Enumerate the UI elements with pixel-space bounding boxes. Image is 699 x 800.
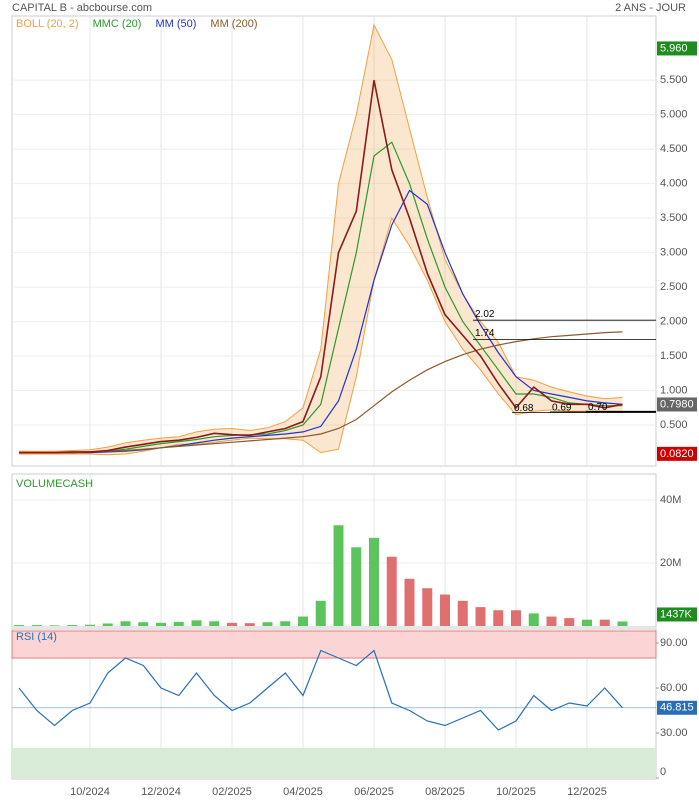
x-tick-label: 02/2025: [212, 786, 252, 798]
level-label: 1.74: [475, 328, 495, 339]
volume-bar: [440, 594, 450, 626]
y-tick-label: 5.000: [660, 109, 688, 121]
price-label-box: [657, 41, 697, 56]
volume-bar: [102, 623, 113, 626]
period: 2 ANS - JOUR: [615, 2, 686, 14]
price-label: 5.960: [660, 42, 688, 54]
volume-bar: [14, 625, 24, 626]
volume-bar: [31, 625, 42, 626]
ma-line: [19, 331, 623, 454]
volume-bar: [617, 621, 628, 626]
volume-bar: [138, 622, 149, 626]
y-tick-label: 40M: [660, 494, 681, 506]
last-label: 1437K: [660, 608, 692, 620]
y-tick-label: 0: [660, 766, 666, 778]
volume-bar: [528, 613, 539, 626]
y-tick-label: 4.500: [660, 143, 688, 155]
x-tick-label: 10/2025: [496, 786, 536, 798]
volume-bar: [120, 621, 131, 626]
y-tick-label: 60.00: [660, 682, 688, 694]
y-tick-label: 3.500: [660, 212, 688, 224]
volume-bar: [262, 622, 273, 626]
bollinger-upper: [19, 23, 623, 452]
y-tick-label: 30.00: [660, 727, 688, 739]
y-tick-label: 90.00: [660, 637, 688, 649]
volume-bar: [564, 618, 575, 626]
volume-bar: [298, 616, 308, 626]
y-tick-label: 4.000: [660, 178, 688, 190]
last-label: 46.815: [660, 702, 694, 714]
level-label: 2.02: [475, 309, 495, 320]
x-tick-label: 04/2025: [283, 786, 323, 798]
volume-bar: [173, 621, 184, 626]
price-label: 0.7980: [660, 398, 694, 410]
x-tick-label: 06/2025: [354, 786, 394, 798]
legend-entry: MM (200): [210, 18, 257, 30]
y-tick-label: 2.500: [660, 281, 688, 293]
volume-bar: [599, 619, 610, 626]
volume-bar: [369, 537, 379, 626]
price-line: [19, 80, 623, 454]
volume-bar: [244, 623, 255, 626]
volume-bar: [85, 624, 95, 626]
volume-bar: [546, 616, 557, 626]
volume-frame: [11, 473, 657, 628]
volume-bar: [475, 607, 486, 626]
ma-line: [19, 141, 623, 454]
bollinger-fill: [19, 25, 623, 455]
rsi-zone: [12, 748, 656, 778]
legend-entry: MM (50): [155, 18, 196, 30]
rsi-frame: [11, 628, 657, 780]
last-label-box: [657, 607, 697, 622]
level-label: 0.70: [588, 402, 608, 413]
volume-bar: [280, 621, 291, 626]
volume-bar: [457, 600, 468, 626]
x-tick-label: 08/2025: [425, 786, 465, 798]
volume-bar: [351, 547, 362, 626]
bollinger-lower: [19, 216, 623, 456]
y-tick-label: 1.000: [660, 384, 688, 396]
price-label-box: [657, 446, 697, 461]
legend-entry: MMC (20): [93, 18, 142, 30]
rsi-zone: [11, 630, 657, 659]
volume-bar: [582, 619, 592, 626]
volume-bar: [156, 622, 166, 626]
y-tick-label: 5.500: [660, 74, 688, 86]
volume-bar: [191, 620, 202, 626]
volume-bar: [315, 600, 326, 626]
level-label: 0.68: [514, 403, 534, 414]
last-label-box: [657, 700, 697, 715]
x-tick-label: 12/2024: [141, 786, 181, 798]
price-frame: [11, 15, 657, 467]
legend-entry: BOLL (20, 2): [16, 18, 79, 30]
volume-bar: [209, 621, 220, 626]
level-label: 0.69: [552, 403, 572, 414]
volume-bar: [227, 622, 237, 626]
volume-bar: [511, 610, 521, 626]
chart-title: CAPITAL B - abcbourse.com: [12, 2, 152, 14]
volume-bar: [493, 610, 504, 626]
ma-line: [19, 189, 623, 454]
y-tick-label: 2.000: [660, 315, 688, 327]
y-tick-label: 20M: [660, 557, 681, 569]
panel-title: RSI (14): [16, 631, 57, 643]
y-tick-label: 3.000: [660, 247, 688, 259]
volume-bar: [67, 625, 78, 626]
volume-bar: [422, 588, 433, 626]
y-tick-label: 0.500: [660, 419, 688, 431]
y-tick-label: 1.500: [660, 350, 688, 362]
x-tick-label: 10/2024: [70, 786, 110, 798]
volume-bar: [386, 556, 397, 626]
volume-bar: [333, 525, 344, 626]
price-label-box: [657, 397, 697, 412]
x-tick-label: 12/2025: [567, 786, 607, 798]
panel-title: VOLUMECASH: [16, 478, 93, 490]
volume-bar: [49, 625, 60, 626]
price-label: 0.0820: [660, 448, 694, 460]
rsi-line: [18, 649, 623, 731]
volume-bar: [404, 578, 415, 626]
